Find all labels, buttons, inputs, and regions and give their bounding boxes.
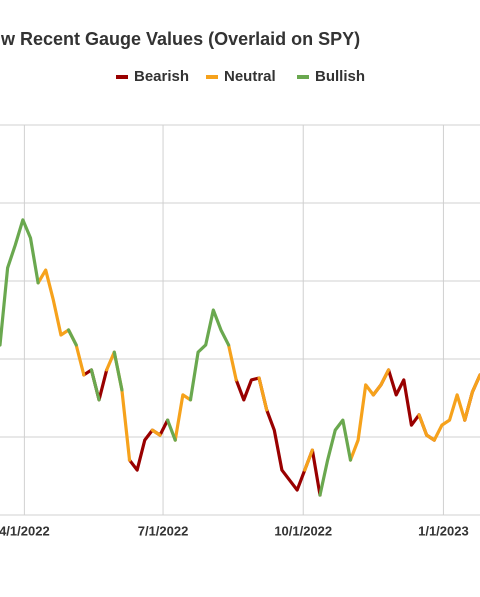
series-line — [82, 368, 480, 497]
x-tick-label: 4/1/2022 — [0, 523, 50, 538]
x-tick-label: 7/1/2022 — [138, 523, 189, 538]
series-line — [0, 218, 353, 497]
legend-label: Bearish — [134, 68, 189, 85]
chart-title: w Recent Gauge Values (Overlaid on SPY) — [0, 29, 360, 49]
x-tick-label: 1/1/2023 — [418, 523, 469, 538]
legend-label: Bullish — [315, 68, 365, 85]
x-tick-label: 10/1/2022 — [274, 523, 332, 538]
legend-label: Neutral — [224, 68, 276, 85]
series-line — [36, 268, 480, 472]
